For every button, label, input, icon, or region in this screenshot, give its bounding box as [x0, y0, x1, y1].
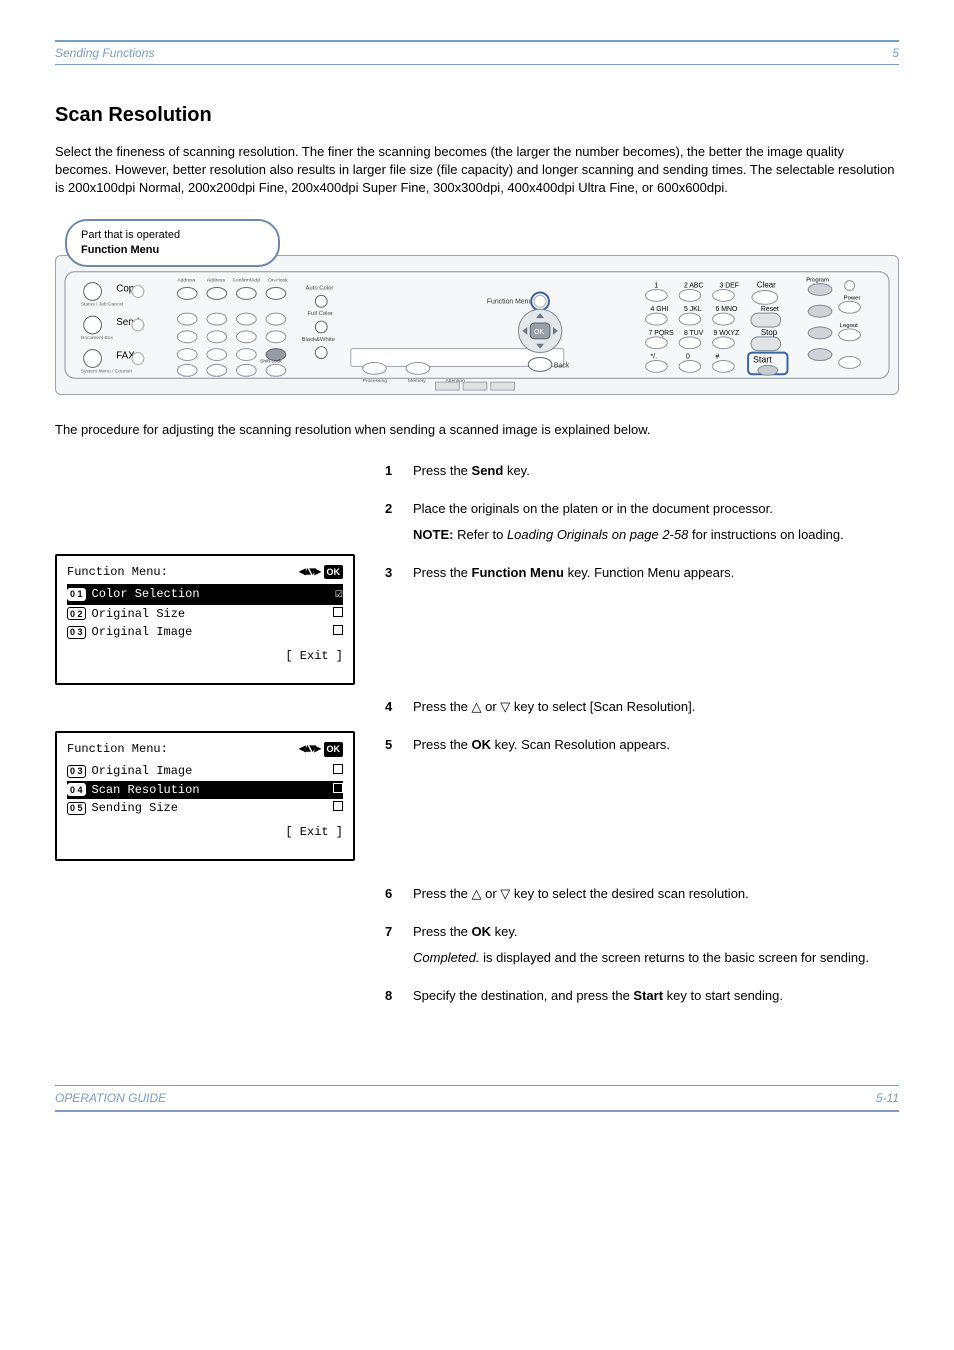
svg-text:6 MNO: 6 MNO [716, 307, 738, 314]
step-3: 3 Press the Function Menu key. Function … [385, 564, 899, 586]
key-start: Start [633, 988, 663, 1003]
lcd2-row-3: 0 5 Sending Size [67, 799, 343, 818]
callout-box: Part that is operated Function Menu [65, 219, 280, 267]
key-send: Send [472, 463, 504, 478]
svg-text:On-Hook: On-Hook [268, 278, 288, 284]
callout-label: Part that is operated [81, 228, 264, 243]
footer-left: OPERATION GUIDE [55, 1090, 166, 1107]
svg-text:Address: Address [177, 278, 196, 284]
svg-text:Memory: Memory [408, 379, 426, 385]
procedure-intro: The procedure for adjusting the scanning… [55, 421, 899, 439]
svg-text:Program: Program [806, 278, 829, 284]
intro-paragraph: Select the fineness of scanning resoluti… [55, 143, 899, 198]
svg-text:5 JKL: 5 JKL [684, 307, 702, 314]
step-4: 4 Press the △ or ▽ key to select [Scan R… [385, 698, 899, 720]
box-icon [333, 800, 343, 817]
step-8: 8 Specify the destination, and press the… [385, 987, 899, 1009]
key-ok: OK [472, 924, 492, 939]
step-1: 1 Press the Send key. [385, 462, 899, 484]
svg-text:Stop: Stop [761, 328, 778, 337]
page-header: Sending Functions 5 [55, 42, 899, 65]
key-ok: OK [472, 737, 492, 752]
box-icon [333, 782, 343, 799]
check-icon [335, 585, 343, 603]
svg-text:Status / Job Cancel: Status / Job Cancel [81, 302, 124, 308]
svg-text:Processing: Processing [363, 379, 388, 385]
callout-value: Function Menu [81, 243, 264, 258]
lcd-screen-1: Function Menu: ◀▲▼▶ OK 0 1 Color Selecti… [55, 554, 355, 685]
box-icon [333, 606, 343, 623]
svg-text:9 WXYZ: 9 WXYZ [714, 330, 740, 337]
svg-text:System Menu / Counter: System Menu / Counter [81, 369, 133, 375]
svg-text:Confirm/Add: Confirm/Add [233, 278, 261, 284]
note-body: Refer to Loading Originals on page 2-58 … [457, 527, 844, 542]
panel-svg: Copy Send FAX Status / Job Cancel Docume… [55, 255, 899, 395]
svg-text:Black&White: Black&White [302, 337, 336, 343]
lcd1-title: Function Menu: [67, 564, 168, 581]
step-2: 2 Place the originals on the platen or i… [385, 500, 899, 548]
header-left: Sending Functions [55, 45, 154, 62]
svg-text:Power: Power [844, 296, 861, 302]
key-function-menu: Function Menu [472, 565, 564, 580]
lcd1-row-3: 0 3 Original Image [67, 623, 343, 642]
lcd2-softkey: [ Exit ] [67, 824, 343, 841]
lcd-screen-2: Function Menu: ◀▲▼▶ OK 0 3 Original Imag… [55, 731, 355, 861]
lcd2-title: Function Menu: [67, 741, 168, 758]
step-6: 6 Press the △ or ▽ key to select the des… [385, 885, 899, 907]
svg-text:Clear: Clear [757, 281, 776, 290]
lcd2-row-1: 0 3 Original Image [67, 762, 343, 781]
page-title: Scan Resolution [55, 101, 899, 129]
svg-text:3 DEF: 3 DEF [719, 283, 738, 290]
header-right: 5 [892, 45, 899, 62]
svg-text:4 GHI: 4 GHI [650, 307, 668, 314]
lcd2-row-2: 0 4 Scan Resolution [67, 781, 343, 800]
step-5: 5 Press the OK key. Scan Resolution appe… [385, 736, 899, 758]
footer-right: 5-11 [876, 1090, 899, 1107]
lcd1-softkey: [ Exit ] [67, 648, 343, 665]
step-7: 7 Press the OK key. Completed. is displa… [385, 923, 899, 971]
svg-text:0: 0 [686, 354, 690, 361]
nav-indicator-icon: ◀▲▼▶ OK [299, 741, 343, 758]
box-icon [333, 624, 343, 641]
svg-text:OK: OK [534, 329, 544, 336]
svg-text:7 PQRS: 7 PQRS [649, 330, 675, 337]
svg-text:Reset: Reset [761, 307, 779, 314]
svg-text:Logout: Logout [840, 323, 858, 329]
svg-text:Full Color: Full Color [307, 312, 332, 318]
svg-text:Document Box: Document Box [81, 335, 114, 341]
svg-text:Function Menu: Function Menu [487, 299, 533, 306]
nav-indicator-icon: ◀▲▼▶ OK [299, 564, 343, 581]
svg-text:1: 1 [654, 283, 658, 290]
box-icon [333, 763, 343, 780]
svg-text:Back: Back [554, 363, 570, 370]
lcd1-row-2: 0 2 Original Size [67, 605, 343, 624]
svg-text:Start: Start [753, 355, 772, 365]
svg-text:8 TUV: 8 TUV [684, 330, 704, 337]
page-footer: OPERATION GUIDE 5-11 [55, 1085, 899, 1112]
svg-text:*/.: */. [650, 354, 657, 361]
svg-text:2 ABC: 2 ABC [684, 283, 704, 290]
control-panel-illustration: Copy Send FAX Status / Job Cancel Docume… [55, 255, 899, 395]
svg-text:Address: Address [207, 278, 226, 284]
svg-text:Auto Color: Auto Color [305, 286, 333, 292]
lcd1-row-1: 0 1 Color Selection [67, 584, 343, 604]
note-label: NOTE: [413, 527, 453, 542]
completed-text: Completed. [413, 950, 479, 965]
svg-text:Shift Lock: Shift Lock [260, 359, 282, 365]
svg-text:#: # [716, 354, 720, 361]
